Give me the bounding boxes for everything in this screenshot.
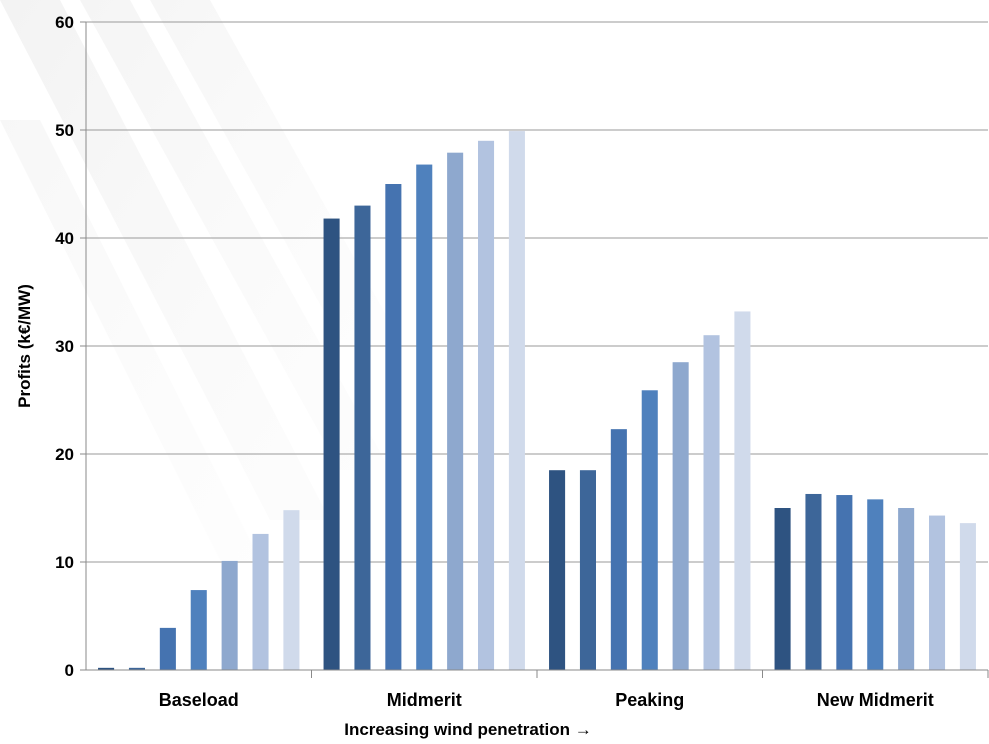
bar — [221, 560, 238, 670]
bar — [549, 470, 566, 670]
y-axis-title: Profits (k€/MW) — [15, 284, 34, 408]
bar — [867, 499, 884, 670]
bar — [672, 362, 689, 670]
bar — [774, 508, 791, 670]
bar — [508, 131, 525, 670]
category-label: New Midmerit — [817, 690, 934, 710]
bar — [416, 164, 433, 670]
y-tick-label: 40 — [55, 229, 74, 248]
bar — [190, 590, 207, 670]
bar — [836, 495, 853, 670]
y-tick-label: 20 — [55, 445, 74, 464]
bar — [385, 184, 402, 670]
bar — [610, 429, 627, 670]
y-tick-label: 30 — [55, 337, 74, 356]
bar — [734, 311, 751, 670]
y-tick-label: 60 — [55, 13, 74, 32]
category-labels: Baseload Midmerit Peaking New Midmerit — [159, 690, 934, 710]
bar — [959, 523, 976, 670]
bar — [641, 390, 658, 670]
bars — [98, 131, 976, 671]
bar — [703, 335, 720, 670]
bar — [447, 152, 464, 670]
category-label: Midmerit — [387, 690, 462, 710]
bar — [283, 510, 300, 670]
bar — [928, 515, 946, 670]
x-axis-title: Increasing wind penetration → — [344, 720, 591, 739]
bar — [323, 218, 340, 670]
axes — [85, 22, 989, 678]
bar — [252, 533, 269, 670]
y-tick-labels: 0 10 20 30 40 50 60 — [55, 13, 74, 680]
category-label: Peaking — [615, 690, 684, 710]
bar — [898, 508, 915, 670]
bar — [128, 667, 146, 670]
bar — [805, 493, 822, 670]
background-watermark-stripes — [0, 0, 400, 560]
y-tick-label: 10 — [55, 553, 74, 572]
category-label: Baseload — [159, 690, 239, 710]
y-tick-label: 50 — [55, 121, 74, 140]
y-tick-label: 0 — [65, 661, 74, 680]
bar — [98, 667, 115, 670]
bar — [579, 470, 597, 670]
bar — [477, 140, 495, 671]
bar — [354, 205, 371, 670]
bar — [159, 627, 176, 670]
